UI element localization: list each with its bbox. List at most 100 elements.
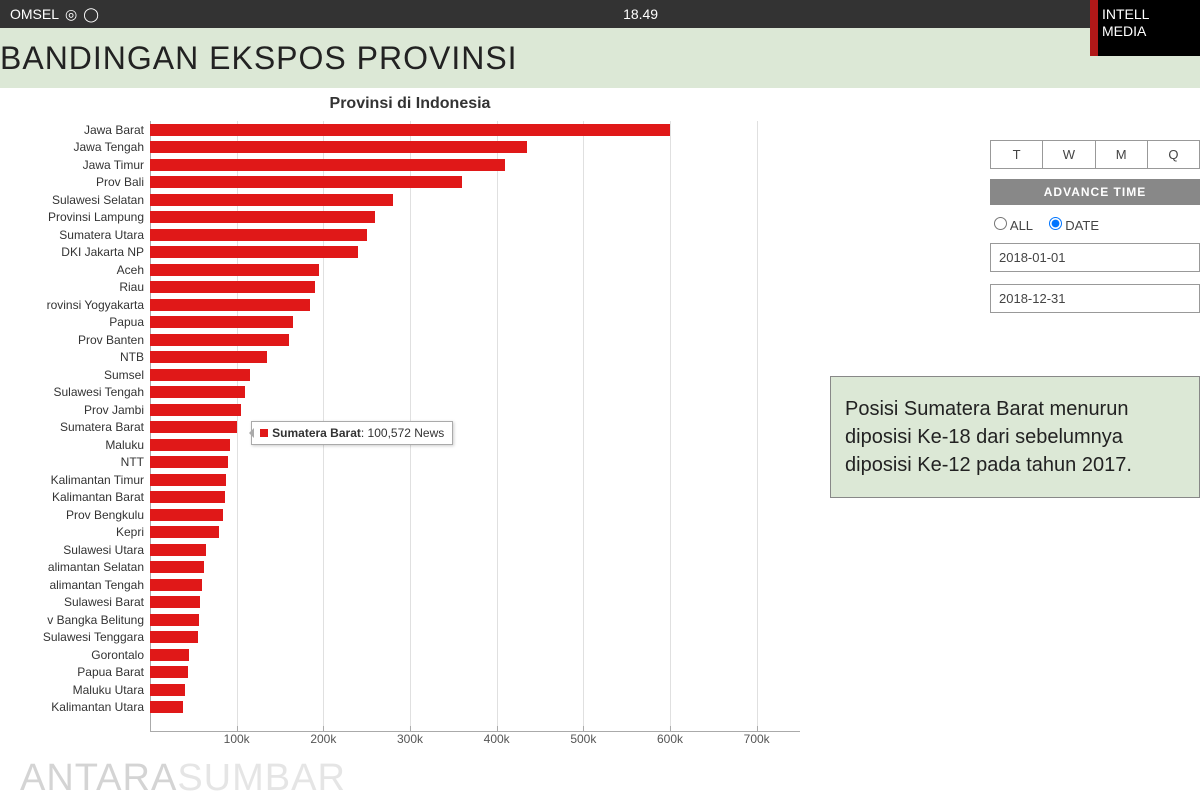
- bar-row[interactable]: Sulawesi Utara: [150, 541, 800, 559]
- bar-label: Provinsi Lampung: [0, 210, 150, 224]
- xtick: 400k: [484, 732, 510, 746]
- xtick: 200k: [310, 732, 336, 746]
- bar-label: Kepri: [0, 525, 150, 539]
- bar-row[interactable]: Maluku Utara: [150, 681, 800, 699]
- bar: [150, 526, 219, 538]
- bar: [150, 544, 206, 556]
- bar-label: Kalimantan Utara: [0, 700, 150, 714]
- bar-row[interactable]: Papua Barat: [150, 664, 800, 682]
- bar-row[interactable]: v Bangka Belitung: [150, 611, 800, 629]
- bar: [150, 211, 375, 223]
- bar-label: NTB: [0, 350, 150, 364]
- bar-row[interactable]: Jawa Tengah: [150, 139, 800, 157]
- bar: [150, 491, 225, 503]
- bar: [150, 456, 228, 468]
- bar-row[interactable]: rovinsi Yogyakarta: [150, 296, 800, 314]
- bar: [150, 596, 200, 608]
- bar-row[interactable]: Papua: [150, 314, 800, 332]
- bar-label: Jawa Barat: [0, 123, 150, 137]
- bar: [150, 141, 527, 153]
- bar-row[interactable]: Sulawesi Tenggara: [150, 629, 800, 647]
- bar: [150, 509, 223, 521]
- bar-label: Maluku Utara: [0, 683, 150, 697]
- bar-row[interactable]: NTB: [150, 349, 800, 367]
- bar-label: Papua: [0, 315, 150, 329]
- page-title: BANDINGAN EKSPOS PROVINSI: [0, 40, 518, 77]
- bar-label: Prov Banten: [0, 333, 150, 347]
- bar: [150, 281, 315, 293]
- radio-all[interactable]: ALL: [994, 218, 1033, 233]
- bar: [150, 334, 289, 346]
- bar: [150, 124, 670, 136]
- bar: [150, 649, 189, 661]
- bar-row[interactable]: Sumsel: [150, 366, 800, 384]
- bar-label: Prov Jambi: [0, 403, 150, 417]
- xtick: 500k: [570, 732, 596, 746]
- bar: [150, 404, 241, 416]
- bar-row[interactable]: Prov Banten: [150, 331, 800, 349]
- bar: [150, 579, 202, 591]
- bar-row[interactable]: Provinsi Lampung: [150, 209, 800, 227]
- xtick: 700k: [744, 732, 770, 746]
- footer-brand2: SUMBAR: [177, 757, 346, 799]
- time-range-buttons: TWMQ: [990, 140, 1200, 169]
- advance-time-button[interactable]: ADVANCE TIME: [990, 179, 1200, 205]
- bar-label: Papua Barat: [0, 665, 150, 679]
- bar: [150, 439, 230, 451]
- bar: [150, 194, 393, 206]
- time-button-m[interactable]: M: [1096, 141, 1148, 168]
- bar-row[interactable]: Kepri: [150, 524, 800, 542]
- bar-row[interactable]: Prov Bengkulu: [150, 506, 800, 524]
- end-date-input[interactable]: 2018-12-31: [990, 284, 1200, 313]
- start-date-input[interactable]: 2018-01-01: [990, 243, 1200, 272]
- bar-row[interactable]: alimantan Selatan: [150, 559, 800, 577]
- bar-row[interactable]: Prov Jambi: [150, 401, 800, 419]
- instagram-icon: ◎: [65, 6, 77, 23]
- bar-label: rovinsi Yogyakarta: [0, 298, 150, 312]
- bar: [150, 684, 185, 696]
- bar-label: Maluku: [0, 438, 150, 452]
- bar-row[interactable]: NTT: [150, 454, 800, 472]
- bar-row[interactable]: Prov Bali: [150, 174, 800, 192]
- xtick: 100k: [224, 732, 250, 746]
- bar: [150, 631, 198, 643]
- bar-label: Sulawesi Utara: [0, 543, 150, 557]
- bar: [150, 246, 358, 258]
- logo-line1: INTELL: [1102, 6, 1196, 23]
- logo-line2: MEDIA: [1102, 23, 1196, 40]
- bar-row[interactable]: Maluku: [150, 436, 800, 454]
- bar: [150, 421, 237, 433]
- bar-row[interactable]: Gorontalo: [150, 646, 800, 664]
- bar: [150, 474, 226, 486]
- bar-row[interactable]: Kalimantan Utara: [150, 699, 800, 717]
- bar-row[interactable]: Riau: [150, 279, 800, 297]
- bar-row[interactable]: Sumatera Utara: [150, 226, 800, 244]
- bar-row[interactable]: Kalimantan Timur: [150, 471, 800, 489]
- bar-label: Jawa Timur: [0, 158, 150, 172]
- bar: [150, 176, 462, 188]
- bar-row[interactable]: Jawa Timur: [150, 156, 800, 174]
- radio-date[interactable]: DATE: [1049, 218, 1099, 233]
- xtick: 600k: [657, 732, 683, 746]
- chart-tooltip: Sumatera Barat: 100,572 News: [251, 421, 453, 445]
- chart-title: Provinsi di Indonesia: [0, 95, 820, 113]
- chart-container: Provinsi di Indonesia Jawa BaratJawa Ten…: [0, 95, 820, 760]
- time-button-q[interactable]: Q: [1148, 141, 1199, 168]
- bar-row[interactable]: Sulawesi Barat: [150, 594, 800, 612]
- bar: [150, 701, 183, 713]
- xtick: 300k: [397, 732, 423, 746]
- bar-row[interactable]: Sulawesi Selatan: [150, 191, 800, 209]
- clock-text: 18.49: [623, 6, 658, 22]
- bar-row[interactable]: Sulawesi Tengah: [150, 384, 800, 402]
- bar-row[interactable]: Kalimantan Barat: [150, 489, 800, 507]
- time-button-t[interactable]: T: [991, 141, 1043, 168]
- time-button-w[interactable]: W: [1043, 141, 1095, 168]
- bar: [150, 369, 250, 381]
- bar-row[interactable]: Jawa Barat: [150, 121, 800, 139]
- chart-bars: Jawa BaratJawa TengahJawa TimurProv Bali…: [150, 121, 800, 731]
- bar-row[interactable]: Aceh: [150, 261, 800, 279]
- date-mode-radios: ALL DATE: [990, 217, 1200, 233]
- bar-row[interactable]: alimantan Tengah: [150, 576, 800, 594]
- bar-label: Prov Bengkulu: [0, 508, 150, 522]
- bar-row[interactable]: DKI Jakarta NP: [150, 244, 800, 262]
